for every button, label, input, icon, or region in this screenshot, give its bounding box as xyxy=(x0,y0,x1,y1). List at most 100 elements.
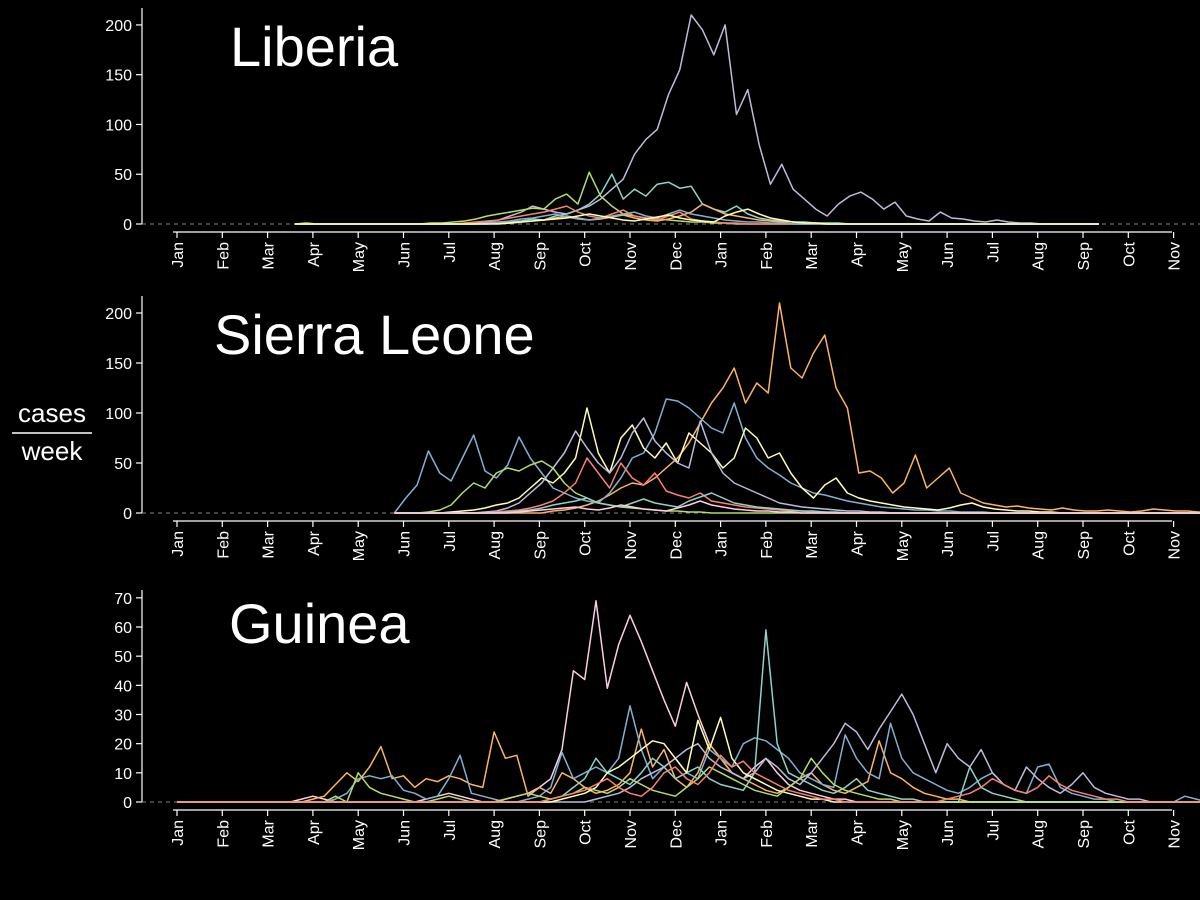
x-tick-label: Feb xyxy=(759,531,776,559)
x-tick-label: Jun xyxy=(940,242,957,268)
x-tick-label: Jul xyxy=(985,531,1002,551)
x-tick-label: Nov xyxy=(1167,820,1184,848)
panel-title: Liberia xyxy=(230,15,399,78)
y-tick-label: 10 xyxy=(114,766,132,783)
x-tick-label: Sep xyxy=(532,242,549,271)
x-tick-label: Aug xyxy=(1031,820,1048,848)
x-tick-label: May xyxy=(895,820,912,850)
panel-title: Sierra Leone xyxy=(214,303,535,366)
x-tick-label: Jan xyxy=(714,242,731,268)
y-axis-label: cases week xyxy=(12,398,92,466)
x-tick-label: Oct xyxy=(578,241,595,266)
chart-panel-2: 0 10 20 30 40 50 60 70 Jan Feb Mar Apr May Jun Jul Aug S… xyxy=(114,590,1200,850)
x-tick-label: Apr xyxy=(850,241,867,267)
x-tick-label: Jul xyxy=(442,242,459,262)
x-tick-label: Oct xyxy=(1121,530,1138,555)
x-tick-label: May xyxy=(895,242,912,272)
x-tick-label: Sep xyxy=(532,531,549,560)
chart-panel-0: 0 50 100 150 200 Jan Feb Mar Apr May Jun Jul Aug Sep O… xyxy=(105,8,1200,272)
x-tick-label: Dec xyxy=(668,820,685,848)
y-tick-label: 0 xyxy=(123,217,132,234)
x-tick-label: Feb xyxy=(215,531,232,559)
panel-title: Guinea xyxy=(229,592,410,655)
x-tick-label: Jun xyxy=(397,531,414,557)
x-tick-label: Nov xyxy=(1167,531,1184,559)
y-tick-label: 100 xyxy=(105,117,132,134)
x-tick-label: Feb xyxy=(759,820,776,848)
x-tick-label: May xyxy=(895,531,912,561)
x-tick-label: May xyxy=(351,242,368,272)
x-tick-label: Aug xyxy=(487,820,504,848)
x-tick-label: Mar xyxy=(804,241,821,269)
x-tick-label: Feb xyxy=(215,820,232,848)
x-tick-label: Jul xyxy=(985,242,1002,262)
x-tick-label: Apr xyxy=(850,530,867,556)
x-tick-label: Sep xyxy=(1076,531,1093,560)
x-tick-label: Jan xyxy=(170,242,187,268)
x-tick-label: May xyxy=(351,531,368,561)
x-tick-label: Dec xyxy=(668,531,685,559)
y-tick-label: 50 xyxy=(114,167,132,184)
series-line-0 xyxy=(394,302,1200,514)
y-tick-label: 60 xyxy=(114,620,132,637)
series-line-7 xyxy=(177,754,1200,803)
x-tick-label: Mar xyxy=(261,530,278,558)
x-tick-label: Oct xyxy=(1121,241,1138,266)
x-tick-label: Aug xyxy=(1031,531,1048,559)
x-tick-label: Apr xyxy=(306,530,323,556)
y-tick-label: 50 xyxy=(114,649,132,666)
y-axis-label-numerator: cases xyxy=(18,398,86,428)
series-line-6 xyxy=(294,208,1099,225)
y-tick-label: 150 xyxy=(105,356,132,373)
x-tick-label: Jul xyxy=(442,531,459,551)
x-tick-label: Apr xyxy=(306,241,323,267)
x-tick-label: Jun xyxy=(940,531,957,557)
x-tick-label: Jun xyxy=(940,820,957,846)
x-tick-label: Sep xyxy=(1076,820,1093,849)
x-tick-label: May xyxy=(351,820,368,850)
x-tick-label: Mar xyxy=(261,241,278,269)
x-tick-label: Feb xyxy=(759,242,776,270)
x-tick-label: Apr xyxy=(850,819,867,845)
x-tick-label: Oct xyxy=(1121,819,1138,844)
x-tick-label: Nov xyxy=(623,242,640,270)
y-tick-label: 40 xyxy=(114,678,132,695)
x-tick-label: Jan xyxy=(714,531,731,557)
y-tick-label: 20 xyxy=(114,737,132,754)
x-tick-label: Jan xyxy=(170,820,187,846)
x-tick-label: Sep xyxy=(1076,242,1093,271)
x-tick-label: Aug xyxy=(487,242,504,270)
x-tick-label: Jan xyxy=(170,531,187,557)
y-tick-label: 0 xyxy=(123,795,132,812)
x-tick-label: Nov xyxy=(1167,242,1184,270)
y-tick-label: 200 xyxy=(105,306,132,323)
y-tick-label: 70 xyxy=(114,591,132,608)
chart-panel-1: 0 50 100 150 200 Jan Feb Mar Apr May Jun Jul Aug Sep O… xyxy=(105,296,1200,561)
x-tick-label: Aug xyxy=(487,531,504,559)
x-tick-label: Sep xyxy=(532,820,549,849)
y-tick-label: 200 xyxy=(105,18,132,35)
x-tick-label: Aug xyxy=(1031,242,1048,270)
x-tick-label: Feb xyxy=(215,242,232,270)
x-tick-label: Dec xyxy=(668,242,685,270)
x-tick-label: Nov xyxy=(623,820,640,848)
x-tick-label: Mar xyxy=(804,819,821,847)
y-tick-label: 100 xyxy=(105,406,132,423)
x-tick-label: Oct xyxy=(578,819,595,844)
x-tick-label: Nov xyxy=(623,531,640,559)
x-tick-label: Mar xyxy=(804,530,821,558)
x-tick-label: Jul xyxy=(442,820,459,840)
x-tick-label: Jun xyxy=(397,820,414,846)
series-line-7 xyxy=(394,500,1200,514)
series-line-6 xyxy=(177,757,1200,803)
x-tick-label: Jul xyxy=(985,820,1002,840)
x-tick-label: Jan xyxy=(714,820,731,846)
x-tick-label: Mar xyxy=(261,819,278,847)
y-axis-label-denominator: week xyxy=(21,436,84,466)
x-tick-label: Oct xyxy=(578,530,595,555)
y-tick-label: 0 xyxy=(123,506,132,523)
